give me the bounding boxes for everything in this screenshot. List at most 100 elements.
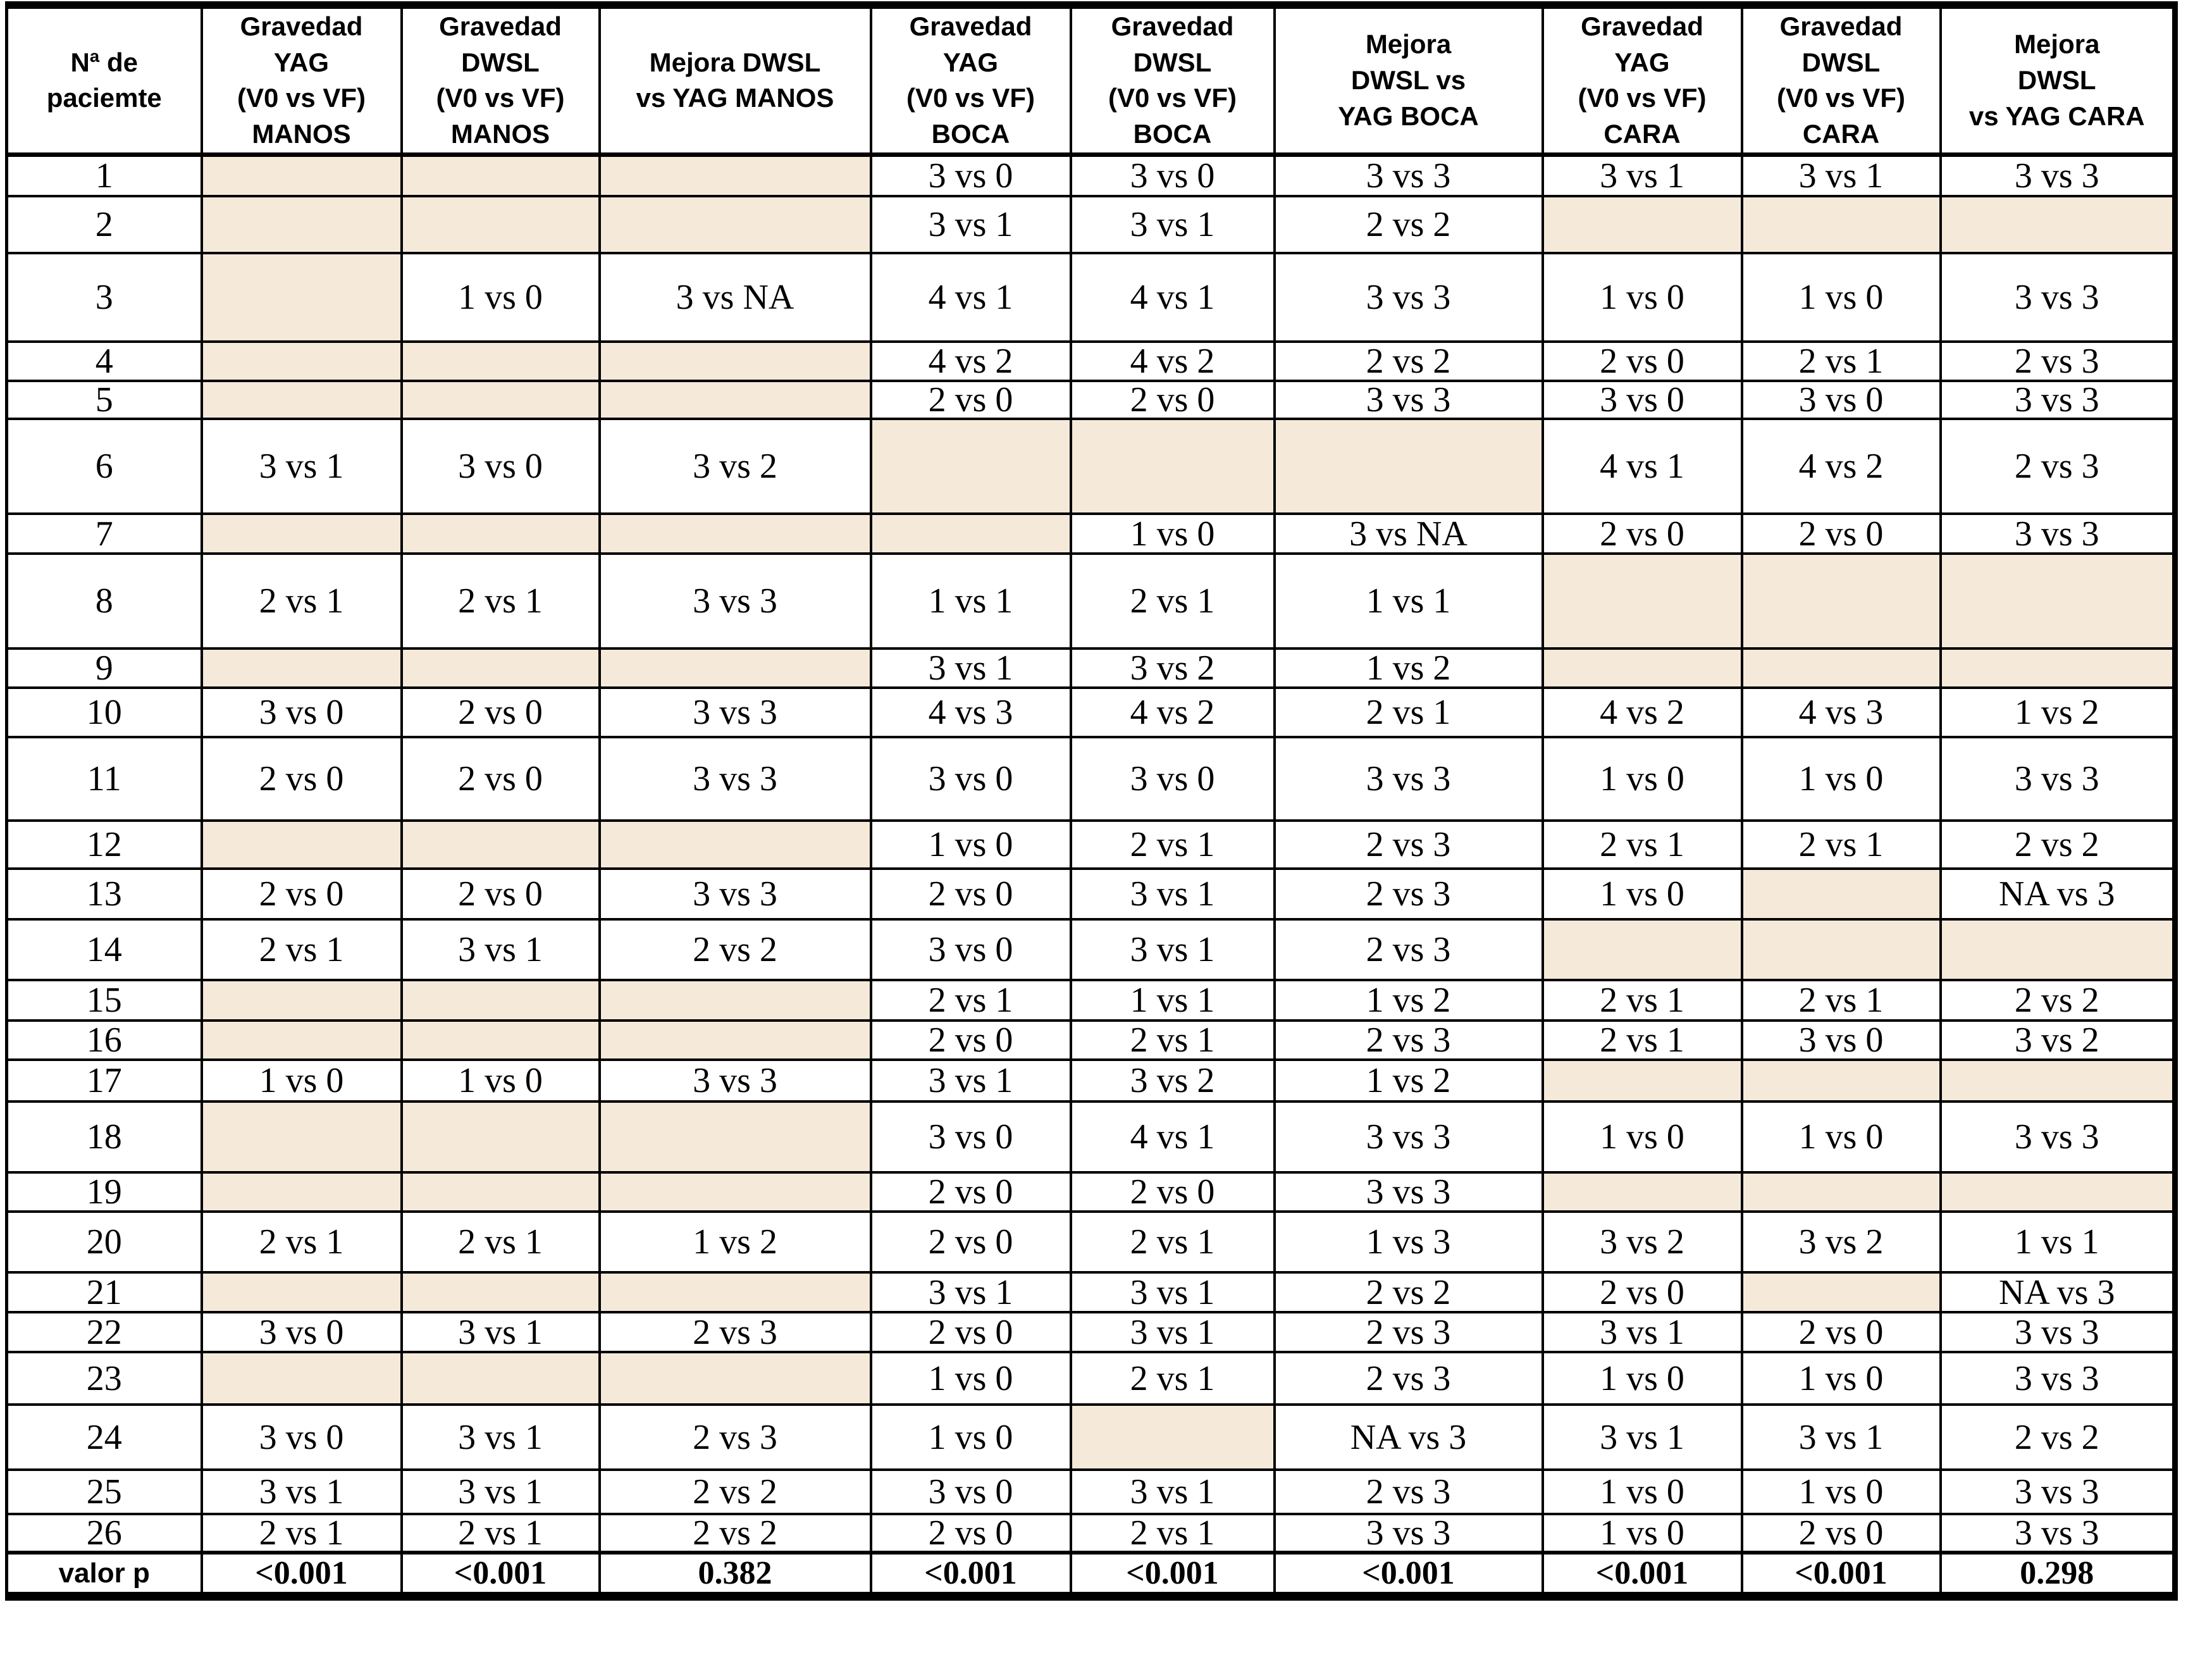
patient-number-cell: 10	[5, 686, 203, 739]
data-cell: 2 vs 1	[1273, 686, 1544, 739]
data-cell: 3 vs 1	[1069, 1468, 1276, 1516]
empty-cell	[1740, 647, 1942, 690]
empty-cell	[1541, 552, 1743, 650]
data-cell: 2 vs 1	[400, 1210, 601, 1274]
empty-cell	[400, 647, 601, 690]
data-cell: 1 vs 0	[1740, 252, 1942, 344]
data-cell: 2 vs 2	[1273, 195, 1544, 255]
data-cell: 2 vs 0	[869, 1311, 1072, 1354]
empty-cell	[400, 340, 601, 383]
data-cell: 3 vs 2	[1541, 1210, 1743, 1274]
data-cell: 3 vs NA	[598, 252, 872, 344]
data-cell: 3 vs 3	[1273, 153, 1544, 198]
data-cell: 3 vs 3	[1939, 512, 2177, 555]
header-cell-dwsl-manos: Gravedad DWSL (V0 vs VF) MANOS	[400, 3, 601, 157]
data-cell: 3 vs 1	[400, 1403, 601, 1472]
data-cell: 3 vs 1	[400, 918, 601, 982]
data-cell: 3 vs 0	[200, 1403, 403, 1472]
empty-cell	[598, 819, 872, 871]
data-cell: 3 vs 2	[598, 418, 872, 516]
data-cell: 2 vs 2	[598, 918, 872, 982]
empty-cell	[1939, 1171, 2177, 1213]
data-cell: 2 vs 2	[1939, 979, 2177, 1022]
data-cell: 2 vs 0	[869, 867, 1072, 921]
data-cell: 3 vs 0	[200, 686, 403, 739]
patient-number-cell: 14	[5, 918, 203, 982]
patient-number-cell: 7	[5, 512, 203, 555]
data-cell: 2 vs 3	[1273, 819, 1544, 871]
empty-cell	[1740, 867, 1942, 921]
data-cell: 4 vs 2	[1069, 686, 1276, 739]
data-cell: 3 vs 1	[1740, 153, 1942, 198]
data-cell: 3 vs 1	[1541, 1403, 1743, 1472]
data-cell: 2 vs 0	[200, 736, 403, 822]
data-cell: 2 vs 1	[400, 552, 601, 650]
empty-cell	[598, 195, 872, 255]
data-cell: 3 vs 1	[1740, 1403, 1942, 1472]
patient-number-cell: 13	[5, 867, 203, 921]
p-value-cell: 0.298	[1939, 1551, 2177, 1598]
data-cell: 3 vs 0	[1740, 380, 1942, 421]
empty-cell	[1069, 418, 1276, 516]
empty-cell	[869, 418, 1072, 516]
data-cell: 2 vs 0	[200, 867, 403, 921]
data-cell: 2 vs 1	[400, 1513, 601, 1555]
data-cell: 2 vs 0	[1069, 380, 1276, 421]
patient-number-cell: 9	[5, 647, 203, 690]
empty-cell	[598, 979, 872, 1022]
empty-cell	[1541, 1171, 1743, 1213]
data-cell: 4 vs 3	[1740, 686, 1942, 739]
data-cell: 1 vs 0	[1541, 1468, 1743, 1516]
data-cell: 2 vs 0	[400, 867, 601, 921]
empty-cell	[1541, 195, 1743, 255]
data-cell: 1 vs 0	[200, 1058, 403, 1103]
data-cell: 1 vs 1	[1069, 979, 1276, 1022]
header-cell-yag-cara: Gravedad YAG (V0 vs VF) CARA	[1541, 3, 1743, 157]
data-cell: 3 vs 0	[869, 736, 1072, 822]
data-cell: 4 vs 1	[1541, 418, 1743, 516]
table-header: Nª de paciemte Gravedad YAG (V0 vs VF) M…	[5, 3, 2177, 157]
patient-number-cell: 24	[5, 1403, 203, 1472]
data-cell: 1 vs 0	[1740, 736, 1942, 822]
data-cell: 1 vs 0	[400, 1058, 601, 1103]
data-cell: 1 vs 0	[1740, 1468, 1942, 1516]
data-cell: 3 vs 3	[1939, 736, 2177, 822]
empty-cell	[1541, 1058, 1743, 1103]
data-cell: 3 vs 3	[598, 736, 872, 822]
header-cell-mejora-manos: Mejora DWSL vs YAG MANOS	[598, 3, 872, 157]
header-row: Nª de paciemte Gravedad YAG (V0 vs VF) M…	[5, 3, 2177, 157]
data-cell: 1 vs 2	[1273, 647, 1544, 690]
data-cell: 4 vs 1	[1069, 252, 1276, 344]
empty-cell	[400, 195, 601, 255]
patient-number-cell: 11	[5, 736, 203, 822]
data-cell: 3 vs 3	[598, 686, 872, 739]
patient-number-cell: 18	[5, 1100, 203, 1174]
header-cell-patient: Nª de paciemte	[5, 3, 203, 157]
data-cell: 4 vs 2	[1069, 340, 1276, 383]
data-cell: 2 vs 2	[1939, 1403, 2177, 1472]
data-cell: 2 vs 0	[1740, 1311, 1942, 1354]
data-cell: 2 vs 1	[1541, 1019, 1743, 1062]
patient-number-cell: 26	[5, 1513, 203, 1555]
p-value-cell: <0.001	[1273, 1551, 1544, 1598]
data-cell: 1 vs 0	[1541, 867, 1743, 921]
empty-cell	[200, 647, 403, 690]
empty-cell	[598, 647, 872, 690]
data-cell: 1 vs 1	[1273, 552, 1544, 650]
data-cell: 3 vs 0	[1069, 736, 1276, 822]
data-cell: 2 vs 1	[1069, 819, 1276, 871]
empty-cell	[1273, 418, 1544, 516]
data-cell: 3 vs 1	[1541, 1311, 1743, 1354]
data-cell: 2 vs 2	[1939, 819, 2177, 871]
empty-cell	[400, 819, 601, 871]
header-cell-mejora-boca: Mejora DWSL vs YAG BOCA	[1273, 3, 1544, 157]
